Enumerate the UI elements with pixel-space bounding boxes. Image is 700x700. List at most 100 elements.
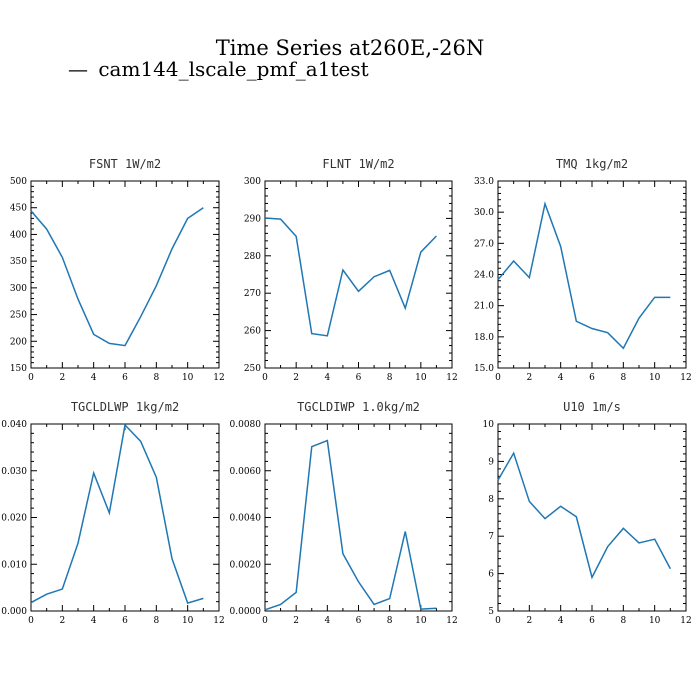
y-tick-label: 150 bbox=[10, 364, 27, 374]
y-tick-label: 5 bbox=[488, 607, 494, 617]
panel-title: TGCLDIWP 1.0kg/m2 bbox=[297, 400, 420, 414]
x-tick-label: 12 bbox=[213, 373, 224, 383]
y-tick-label: 400 bbox=[10, 230, 27, 240]
x-tick-label: 6 bbox=[122, 373, 128, 383]
y-tick-label: 24.0 bbox=[474, 271, 494, 281]
x-tick-label: 8 bbox=[153, 373, 159, 383]
x-tick-label: 10 bbox=[182, 616, 194, 626]
x-tick-label: 8 bbox=[387, 373, 393, 383]
y-tick-label: 0.010 bbox=[1, 560, 27, 570]
y-tick-label: 250 bbox=[244, 364, 261, 374]
x-tick-label: 0 bbox=[28, 373, 34, 383]
x-tick-label: 10 bbox=[415, 616, 427, 626]
y-tick-label: 0.000 bbox=[1, 607, 27, 617]
legend-line-symbol: — bbox=[68, 57, 88, 81]
x-tick-label: 4 bbox=[324, 616, 330, 626]
y-tick-label: 6 bbox=[488, 570, 494, 580]
x-tick-label: 6 bbox=[589, 373, 595, 383]
y-tick-label: 500 bbox=[10, 177, 27, 187]
x-tick-label: 12 bbox=[213, 616, 224, 626]
y-tick-label: 0.030 bbox=[1, 467, 27, 477]
legend-label: cam144_lscale_pmf_a1test bbox=[98, 57, 368, 81]
y-tick-label: 0.0040 bbox=[230, 514, 262, 524]
panel-3: TMQ 1kg/m2 0 2 4 6 8 10 12 15.0 18.0 21.0 24.0 27.0 3… bbox=[474, 157, 692, 383]
y-tick-label: 290 bbox=[244, 214, 261, 224]
y-tick-label: 7 bbox=[488, 532, 494, 542]
x-tick-label: 2 bbox=[526, 373, 532, 383]
y-tick-label: 350 bbox=[10, 257, 27, 267]
x-tick-label: 12 bbox=[680, 616, 691, 626]
x-tick-label: 8 bbox=[153, 616, 159, 626]
x-tick-label: 2 bbox=[526, 616, 532, 626]
panel-title: TMQ 1kg/m2 bbox=[556, 157, 628, 171]
y-tick-label: 0.0000 bbox=[230, 607, 262, 617]
x-tick-label: 4 bbox=[558, 373, 564, 383]
x-tick-label: 2 bbox=[59, 616, 65, 626]
x-tick-label: 10 bbox=[182, 373, 194, 383]
panel-title: TGCLDLWP 1kg/m2 bbox=[71, 400, 179, 414]
x-tick-label: 2 bbox=[59, 373, 65, 383]
y-tick-label: 15.0 bbox=[474, 364, 494, 374]
y-tick-label: 450 bbox=[10, 204, 27, 214]
y-tick-label: 10 bbox=[483, 420, 495, 430]
panel-6: U10 1m/s 0 2 4 6 8 10 12 5 6 7 8 9 10 bbox=[483, 400, 692, 626]
y-tick-label: 21.0 bbox=[474, 302, 494, 312]
x-tick-label: 2 bbox=[293, 373, 299, 383]
series-line bbox=[264, 217, 437, 337]
x-tick-label: 0 bbox=[262, 616, 268, 626]
x-tick-label: 10 bbox=[415, 373, 427, 383]
y-tick-label: 9 bbox=[488, 457, 494, 467]
panel-2: FLNT 1W/m2 0 2 4 6 8 10 12 250 260 270 280 290 300 bbox=[244, 157, 458, 383]
x-tick-label: 12 bbox=[446, 616, 457, 626]
series-line bbox=[497, 201, 671, 350]
y-tick-label: 0.020 bbox=[1, 514, 27, 524]
y-tick-label: 0.0020 bbox=[230, 560, 262, 570]
y-tick-label: 200 bbox=[10, 337, 27, 347]
x-tick-label: 0 bbox=[28, 616, 34, 626]
x-tick-label: 0 bbox=[495, 373, 501, 383]
y-tick-label: 27.0 bbox=[474, 239, 494, 249]
x-tick-label: 10 bbox=[649, 616, 661, 626]
y-tick-label: 30.0 bbox=[474, 208, 494, 218]
x-tick-label: 4 bbox=[91, 616, 97, 626]
series-line bbox=[30, 423, 204, 604]
panel-1: FSNT 1W/m2 0 2 4 6 8 10 12 150 200 250 300 350 400 450… bbox=[10, 157, 225, 383]
series-line bbox=[497, 451, 671, 580]
y-tick-label: 300 bbox=[10, 284, 27, 294]
y-tick-label: 33.0 bbox=[474, 177, 494, 187]
x-tick-label: 12 bbox=[446, 373, 457, 383]
panel-5: TGCLDIWP 1.0kg/m2 0 2 4 6 8 10 12 0.0000 0.0020 0.… bbox=[230, 400, 458, 626]
x-tick-label: 6 bbox=[356, 616, 362, 626]
panel-title: U10 1m/s bbox=[563, 400, 621, 414]
x-tick-label: 0 bbox=[262, 373, 268, 383]
x-tick-label: 10 bbox=[649, 373, 661, 383]
y-tick-label: 270 bbox=[244, 289, 261, 299]
panel-title: FLNT 1W/m2 bbox=[322, 157, 394, 171]
x-tick-label: 6 bbox=[122, 616, 128, 626]
x-tick-label: 8 bbox=[620, 373, 626, 383]
y-tick-label: 8 bbox=[488, 495, 494, 505]
series-line bbox=[30, 207, 204, 347]
x-tick-label: 4 bbox=[324, 373, 330, 383]
panel-title: FSNT 1W/m2 bbox=[89, 157, 161, 171]
y-tick-label: 280 bbox=[244, 252, 261, 262]
y-tick-label: 250 bbox=[10, 311, 27, 321]
x-tick-label: 8 bbox=[387, 616, 393, 626]
x-tick-label: 4 bbox=[558, 616, 564, 626]
y-tick-label: 18.0 bbox=[474, 333, 494, 343]
series-line bbox=[264, 439, 437, 611]
panel-4: TGCLDLWP 1kg/m2 0 2 4 6 8 10 12 0.000 0.010 0.020 0… bbox=[1, 400, 224, 626]
x-tick-label: 6 bbox=[589, 616, 595, 626]
y-tick-label: 0.0080 bbox=[230, 420, 262, 430]
x-tick-label: 2 bbox=[293, 616, 299, 626]
y-tick-label: 260 bbox=[244, 327, 261, 337]
x-tick-label: 0 bbox=[495, 616, 501, 626]
x-tick-label: 12 bbox=[680, 373, 691, 383]
figure-title: Time Series at260E,-26N bbox=[216, 36, 484, 60]
legend: — cam144_lscale_pmf_a1test bbox=[68, 57, 369, 81]
y-tick-label: 0.040 bbox=[1, 420, 27, 430]
x-tick-label: 8 bbox=[620, 616, 626, 626]
panels-grid: FSNT 1W/m20 2 4 6 8 10 12150200250300350400450… bbox=[1, 157, 691, 626]
